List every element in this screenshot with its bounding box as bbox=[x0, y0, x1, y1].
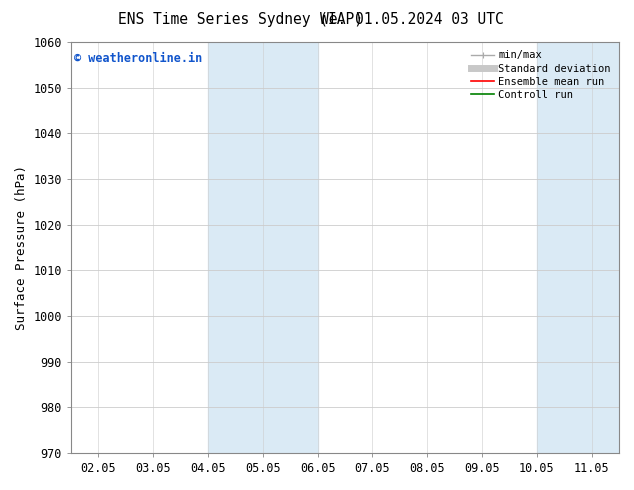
Legend: min/max, Standard deviation, Ensemble mean run, Controll run: min/max, Standard deviation, Ensemble me… bbox=[468, 47, 614, 103]
Bar bbox=[537, 42, 619, 453]
Y-axis label: Surface Pressure (hPa): Surface Pressure (hPa) bbox=[15, 165, 28, 330]
Text: ENS Time Series Sydney (IAP): ENS Time Series Sydney (IAP) bbox=[119, 12, 363, 27]
Text: © weatheronline.in: © weatheronline.in bbox=[74, 52, 202, 65]
Bar bbox=[208, 42, 318, 453]
Text: We. 01.05.2024 03 UTC: We. 01.05.2024 03 UTC bbox=[320, 12, 504, 27]
